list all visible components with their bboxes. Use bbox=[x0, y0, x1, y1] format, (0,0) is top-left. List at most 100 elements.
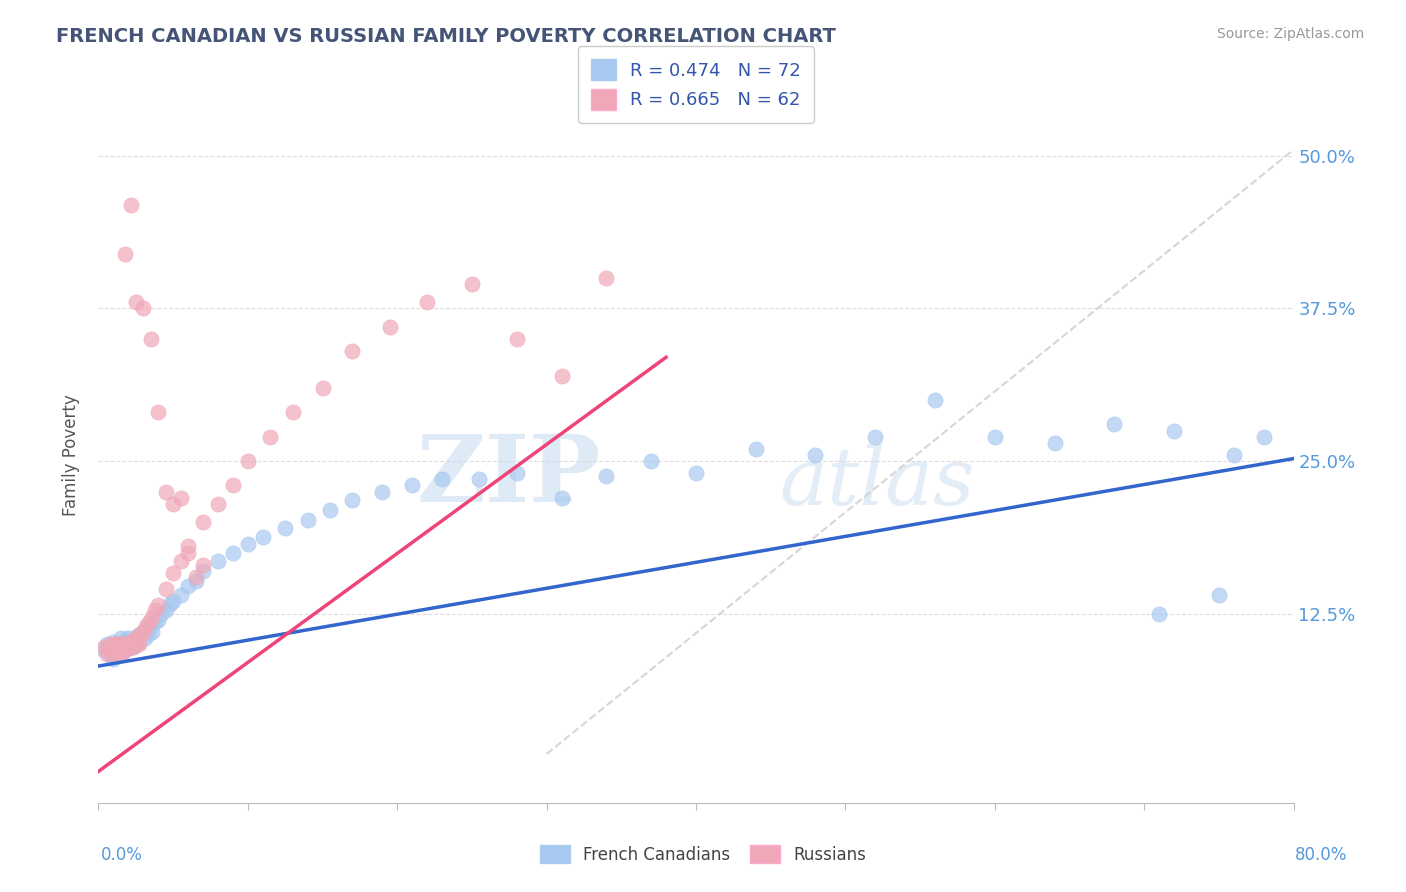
Point bbox=[118, 637, 141, 651]
Point bbox=[297, 513, 319, 527]
Point bbox=[120, 634, 142, 648]
Point bbox=[207, 554, 229, 568]
Text: ZIP: ZIP bbox=[416, 431, 600, 521]
Point bbox=[98, 637, 122, 651]
Point bbox=[550, 368, 572, 383]
Point bbox=[378, 319, 401, 334]
Point bbox=[416, 295, 439, 310]
Point bbox=[110, 637, 132, 651]
Point bbox=[139, 619, 162, 633]
Point bbox=[120, 197, 142, 211]
Point bbox=[96, 637, 118, 651]
Point bbox=[311, 381, 333, 395]
Point bbox=[97, 642, 120, 657]
Point bbox=[105, 637, 128, 651]
Point bbox=[112, 637, 135, 651]
Point bbox=[401, 478, 423, 492]
Point bbox=[148, 405, 170, 419]
Point bbox=[222, 545, 245, 559]
Point bbox=[191, 564, 214, 578]
Point bbox=[103, 652, 125, 666]
Point bbox=[124, 632, 146, 647]
Point bbox=[148, 613, 170, 627]
Point bbox=[114, 246, 136, 260]
Point bbox=[114, 643, 136, 657]
Point bbox=[110, 640, 132, 654]
Point bbox=[93, 640, 115, 654]
Point bbox=[141, 610, 163, 624]
Point bbox=[1043, 435, 1066, 450]
Point bbox=[117, 640, 139, 655]
Point bbox=[506, 467, 529, 481]
Point bbox=[162, 497, 184, 511]
Point bbox=[342, 493, 364, 508]
Point bbox=[139, 332, 162, 346]
Point bbox=[640, 454, 662, 468]
Point bbox=[104, 647, 127, 661]
Point bbox=[1223, 448, 1246, 462]
Point bbox=[595, 271, 617, 285]
Point bbox=[274, 521, 297, 535]
Point bbox=[117, 631, 139, 645]
Point bbox=[468, 472, 491, 486]
Point bbox=[184, 574, 207, 588]
Point bbox=[259, 429, 281, 443]
Point bbox=[150, 607, 173, 621]
Text: atlas: atlas bbox=[779, 444, 974, 522]
Point bbox=[159, 597, 181, 611]
Point bbox=[103, 634, 125, 648]
Point bbox=[595, 468, 617, 483]
Point bbox=[319, 503, 342, 517]
Legend: R = 0.474   N = 72, R = 0.665   N = 62: R = 0.474 N = 72, R = 0.665 N = 62 bbox=[578, 46, 814, 122]
Point bbox=[236, 454, 259, 468]
Point bbox=[138, 615, 160, 629]
Point bbox=[162, 566, 184, 581]
Point bbox=[118, 640, 141, 654]
Point bbox=[98, 647, 122, 661]
Text: 80.0%: 80.0% bbox=[1295, 846, 1347, 863]
Point bbox=[1253, 429, 1275, 443]
Point bbox=[1163, 424, 1185, 438]
Point bbox=[169, 588, 191, 602]
Text: FRENCH CANADIAN VS RUSSIAN FAMILY POVERTY CORRELATION CHART: FRENCH CANADIAN VS RUSSIAN FAMILY POVERT… bbox=[56, 27, 837, 45]
Point bbox=[1104, 417, 1126, 432]
Point bbox=[143, 603, 166, 617]
Point bbox=[371, 484, 394, 499]
Point bbox=[132, 624, 155, 639]
Point bbox=[155, 603, 177, 617]
Point bbox=[110, 631, 132, 645]
Text: 0.0%: 0.0% bbox=[101, 846, 143, 863]
Point bbox=[112, 637, 135, 651]
Point bbox=[148, 598, 170, 612]
Point bbox=[685, 467, 707, 481]
Point bbox=[129, 627, 152, 641]
Point bbox=[127, 631, 149, 645]
Point bbox=[342, 344, 364, 359]
Y-axis label: Family Poverty: Family Poverty bbox=[62, 394, 80, 516]
Point bbox=[236, 537, 259, 551]
Point bbox=[169, 554, 191, 568]
Point bbox=[135, 623, 157, 637]
Point bbox=[111, 642, 134, 657]
Point bbox=[155, 484, 177, 499]
Legend: French Canadians, Russians: French Canadians, Russians bbox=[533, 838, 873, 871]
Point bbox=[108, 642, 131, 657]
Point bbox=[114, 633, 136, 648]
Point bbox=[107, 644, 129, 658]
Point bbox=[121, 640, 143, 654]
Point bbox=[93, 643, 115, 657]
Point bbox=[124, 633, 146, 648]
Point bbox=[135, 619, 157, 633]
Point bbox=[865, 429, 887, 443]
Point bbox=[115, 637, 138, 651]
Point bbox=[115, 638, 138, 652]
Point bbox=[120, 633, 142, 648]
Point bbox=[430, 472, 453, 486]
Point bbox=[804, 448, 827, 462]
Point bbox=[184, 570, 207, 584]
Point bbox=[105, 643, 128, 657]
Point bbox=[984, 429, 1007, 443]
Point bbox=[155, 582, 177, 597]
Point bbox=[132, 301, 155, 316]
Point bbox=[104, 637, 127, 651]
